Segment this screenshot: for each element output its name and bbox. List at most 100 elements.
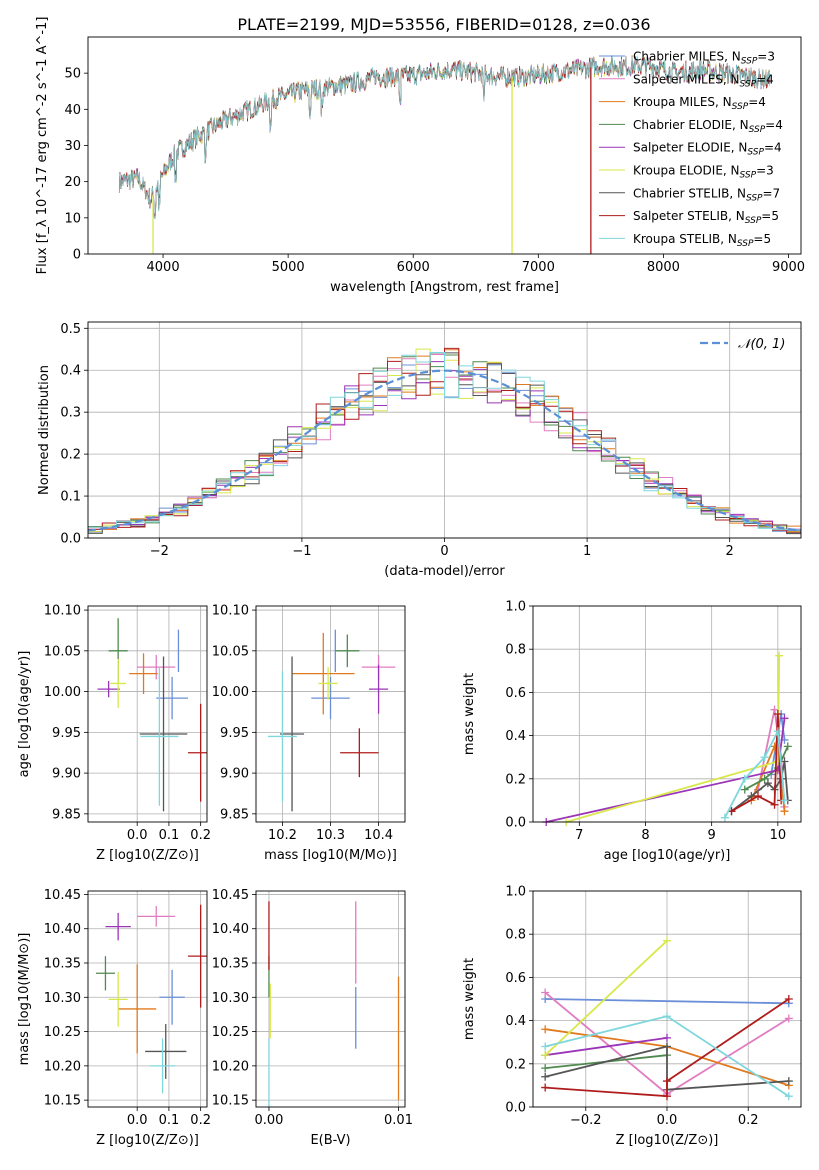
legend-subscript: SSP [746, 193, 763, 203]
y-tick-label: 10 [64, 211, 81, 226]
weight-marker [773, 710, 782, 718]
axes-frame [255, 605, 406, 823]
legend-label: Kroupa STELIB, NSSP=5 [633, 232, 771, 249]
y-tick-label: 10.35 [44, 957, 81, 972]
x-tick-label: 0.0 [127, 828, 148, 843]
y-tick-label: 0.4 [505, 1014, 526, 1029]
y-tick-label: 9.95 [52, 726, 81, 741]
y-tick-label: 0.4 [505, 729, 526, 744]
y-tick-label: 0.8 [505, 928, 526, 943]
legend-label: Salpeter MILES, NSSP=4 [633, 72, 774, 89]
legend-tail: =4 [765, 118, 783, 132]
axes-frame [87, 321, 802, 539]
legend-text: Chabrier MILES, N [633, 50, 741, 64]
spectrum-line-kroupa-stelib [118, 55, 771, 220]
weight-marker [663, 1042, 671, 1051]
y-tick-label: 0.0 [505, 1101, 526, 1116]
weight-marker [541, 1083, 550, 1092]
x-tick-label: −0.2 [570, 1113, 602, 1128]
weight-marker [541, 1072, 550, 1081]
legend-label: Salpeter ELODIE, NSSP=4 [633, 141, 782, 158]
legend-tail: =4 [764, 141, 782, 155]
legend-subscript: SSP [737, 239, 754, 249]
y-tick-label: 0.6 [505, 686, 526, 701]
weight-marker [663, 1092, 671, 1101]
x-axis-label: E(B-V) [310, 1133, 350, 1148]
legend-label: Kroupa MILES, NSSP=4 [633, 95, 766, 112]
y-tick-label: 0.2 [60, 448, 81, 463]
y-tick-label: 9.90 [52, 767, 81, 782]
legend-subscript: SSP [741, 57, 758, 67]
weight-marker [663, 936, 671, 945]
x-tick-label: −2 [150, 544, 169, 559]
weight-marker [740, 774, 749, 783]
x-axis-label: mass [log10(M/M⊙)] [264, 848, 397, 863]
legend-tail: =4 [748, 95, 766, 109]
axes-frame [87, 890, 208, 1108]
weight-marker [773, 727, 782, 736]
axes-frame [255, 890, 406, 1108]
weight-line-chabrier-elodie [744, 746, 789, 791]
y-tick-label: 30 [64, 139, 81, 154]
y-tick-label: 0 [73, 248, 81, 263]
weight-marker [784, 1092, 793, 1101]
legend-tail: =4 [756, 72, 774, 86]
x-tick-label: 0.1 [159, 1113, 180, 1128]
residuals-panel: −2 −1 0 1 2 0.0 0.1 0.2 0.3 0.4 0.5 (data-model)/er… [37, 321, 802, 579]
x-tick-label: 0.2 [190, 1113, 211, 1128]
x-axis-label: Z [log10(Z/Z⊙)] [616, 1133, 719, 1148]
weight-marker [663, 1077, 671, 1086]
weight-marker [760, 753, 769, 762]
legend-text: Kroupa MILES, N [633, 95, 732, 109]
y-tick-label: 0.8 [505, 643, 526, 658]
x-tick-label: 0.01 [384, 1113, 413, 1128]
x-tick-label: 0 [440, 544, 448, 559]
weight-marker [784, 1014, 793, 1023]
weight-marker [763, 779, 772, 788]
legend-label: Kroupa ELODIE, NSSP=3 [633, 164, 774, 181]
y-tick-label: 9.85 [220, 807, 249, 822]
gaussian-curve [87, 369, 802, 532]
y-tick-label: 10.15 [212, 1094, 249, 1109]
x-tick-label: 7000 [522, 260, 555, 275]
weight-line-kroupa-elodie [565, 655, 781, 823]
weight-marker [784, 1077, 793, 1086]
x-tick-label: 8000 [647, 260, 680, 275]
y-tick-label: 10.05 [44, 644, 81, 659]
y-tick-label: 10.35 [212, 957, 249, 972]
y-axis-label: Flux [f_λ 10^-17 erg cm^-2 s^-1 A^-1] [35, 17, 50, 275]
y-tick-label: 9.90 [220, 767, 249, 782]
x-tick-label: 9000 [772, 260, 805, 275]
y-tick-label: 10.45 [44, 888, 81, 903]
y-tick-label: 10.25 [212, 1025, 249, 1040]
x-tick-label: 10.2 [268, 828, 297, 843]
legend-subscript: SSP [749, 125, 766, 135]
y-tick-label: 1.0 [505, 885, 526, 900]
weight-line-chabrier-stelib [544, 1045, 789, 1091]
y-tick-label: 10.00 [212, 685, 249, 700]
weight-marker [770, 705, 779, 714]
age-vs-metallicity-panel: 0.0 0.1 0.2 9.85 9.90 9.95 10.00 10.05 10.10 Z [l… [17, 604, 211, 863]
x-tick-label: 8 [641, 828, 649, 843]
axes-frame [532, 890, 802, 1108]
y-tick-label: 10.25 [44, 1025, 81, 1040]
y-tick-label: 40 [64, 103, 81, 118]
y-tick-label: 10.20 [44, 1059, 81, 1074]
x-axis-label: Z [log10(Z/Z⊙)] [96, 1133, 199, 1148]
x-tick-label: 0.1 [159, 828, 180, 843]
weight-line-chabrier-miles [545, 998, 789, 1005]
x-tick-label: 0.2 [738, 1113, 759, 1128]
legend-label: Salpeter STELIB, NSSP=5 [633, 209, 779, 226]
weight-marker [541, 988, 550, 997]
x-tick-label: 7 [575, 828, 583, 843]
x-axis-label: Z [log10(Z/Z⊙)] [96, 848, 199, 863]
legend-tail: =3 [756, 164, 774, 178]
x-tick-label: 6000 [397, 260, 430, 275]
legend-subscript: SSP [732, 102, 749, 112]
weight-line-salpeter-stelib [545, 998, 790, 1098]
legend-text: Salpeter ELODIE, N [633, 141, 747, 155]
mass-vs-metallicity-panel: 0.0 0.1 0.2 10.15 10.20 10.25 10.30 10.35 10.40 1… [17, 888, 211, 1148]
axes-frame [87, 605, 208, 823]
y-tick-label: 0.1 [60, 490, 81, 505]
x-axis-label: age [log10(age/yr)] [604, 848, 731, 863]
